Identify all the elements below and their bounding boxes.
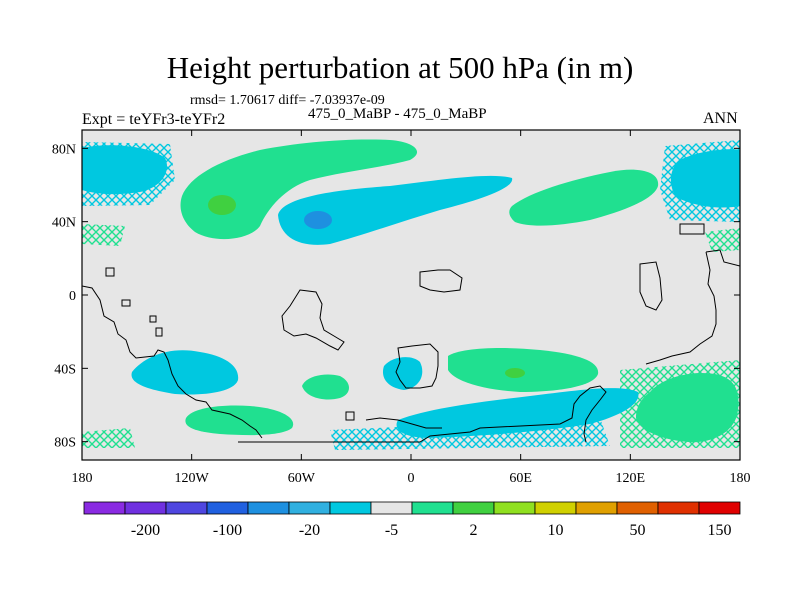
negative-region-south-atlantic bbox=[382, 357, 423, 390]
colorbar-swatch bbox=[616, 501, 659, 515]
negative-region-north-pacific-west bbox=[82, 145, 168, 195]
lon-label: 60E bbox=[509, 471, 532, 486]
colorbar-label: -5 bbox=[385, 522, 398, 539]
colorbar bbox=[83, 501, 741, 515]
longitude-ticks bbox=[81, 130, 741, 460]
colorbar-swatch bbox=[493, 501, 536, 515]
coastline-pacific-islands bbox=[679, 223, 705, 235]
positive-region-south-atlantic bbox=[302, 374, 349, 400]
negative-region-southern-ocean bbox=[396, 388, 639, 438]
colorbar-labels: -200 -100 -20 -5 2 10 50 150 bbox=[131, 522, 732, 539]
negative-region-south-pacific bbox=[131, 350, 239, 395]
colorbar-label: -100 bbox=[213, 522, 242, 539]
lat-label: 40N bbox=[52, 216, 76, 231]
case-label: 475_0_MaBP - 475_0_MaBP bbox=[308, 106, 487, 122]
latitude-ticks bbox=[82, 147, 740, 443]
lon-label: 180 bbox=[730, 471, 751, 486]
colorbar-label: 50 bbox=[630, 522, 646, 539]
negative-region-north-atlantic bbox=[278, 175, 513, 245]
colorbar-swatch bbox=[370, 501, 413, 515]
coastline-africa bbox=[395, 343, 439, 389]
colorbar-label: 10 bbox=[548, 522, 564, 539]
lon-label: 120W bbox=[175, 471, 210, 486]
positive-region-north-america bbox=[180, 139, 418, 240]
colorbar-label: -20 bbox=[299, 522, 320, 539]
colorbar-swatch bbox=[534, 501, 577, 515]
hatched-fringe-south-pacific-east bbox=[82, 428, 135, 448]
season-label: ANN bbox=[703, 110, 738, 127]
coastline-asia-east bbox=[639, 261, 663, 311]
coastlines bbox=[82, 223, 740, 443]
colorbar-swatch bbox=[165, 501, 208, 515]
lat-label: 40S bbox=[54, 362, 76, 377]
colorbar-swatch bbox=[411, 501, 454, 515]
lat-label: 80S bbox=[54, 436, 76, 451]
positive-region-southwest-pacific bbox=[636, 372, 739, 443]
lat-label: 80N bbox=[52, 142, 76, 157]
colorbar-swatch bbox=[247, 501, 290, 515]
coastline-southern-africa bbox=[365, 417, 442, 429]
colorbar-swatch bbox=[657, 501, 700, 515]
positive-core-south-indian bbox=[505, 368, 525, 378]
hatched-fringe-west-atlantic bbox=[82, 224, 125, 246]
stats-label: rmsd= 1.70617 diff= -7.03937e-09 bbox=[190, 93, 385, 108]
plot-title: Height perturbation at 500 hPa (in m) bbox=[166, 50, 634, 85]
negative-region-north-pacific-east bbox=[670, 149, 740, 208]
colorbar-swatch bbox=[83, 501, 126, 515]
lon-label: 120E bbox=[616, 471, 646, 486]
coastline-small-islands bbox=[105, 267, 355, 421]
coastline-americas-west bbox=[82, 285, 263, 439]
colorbar-swatch bbox=[575, 501, 618, 515]
colorbar-label: 150 bbox=[708, 522, 732, 539]
positive-region-south-pacific-east bbox=[185, 405, 294, 436]
field-regions bbox=[82, 139, 740, 450]
latitude-labels: 80N 40N 0 40S 80S bbox=[52, 142, 76, 450]
colorbar-swatch bbox=[124, 501, 167, 515]
colorbar-label: -200 bbox=[131, 522, 160, 539]
hatched-fringe-east-pacific bbox=[705, 228, 740, 252]
lon-label: 180 bbox=[72, 471, 93, 486]
longitude-labels: 180 120W 60W 0 60E 120E 180 bbox=[72, 471, 751, 486]
colorbar-swatch bbox=[206, 501, 249, 515]
coastline-australia bbox=[645, 249, 740, 365]
colorbar-label: 2 bbox=[470, 522, 478, 539]
coastline-antarctica bbox=[238, 385, 607, 443]
colorbar-swatch bbox=[329, 501, 372, 515]
positive-core-north-america bbox=[208, 195, 236, 215]
lat-label: 0 bbox=[69, 289, 76, 304]
lon-label: 60W bbox=[288, 471, 316, 486]
negative-core-north-atlantic bbox=[304, 211, 332, 229]
colorbar-swatch bbox=[288, 501, 331, 515]
coastline-north-africa-block bbox=[419, 269, 463, 293]
positive-region-eurasia bbox=[509, 169, 659, 226]
colorbar-swatch bbox=[452, 501, 495, 515]
positive-region-south-indian bbox=[448, 348, 599, 392]
colorbar-swatch bbox=[698, 501, 741, 515]
experiment-label: Expt = teYFr3-teYFr2 bbox=[82, 111, 226, 128]
coastline-south-america-east bbox=[281, 289, 345, 351]
lon-label: 0 bbox=[408, 471, 415, 486]
